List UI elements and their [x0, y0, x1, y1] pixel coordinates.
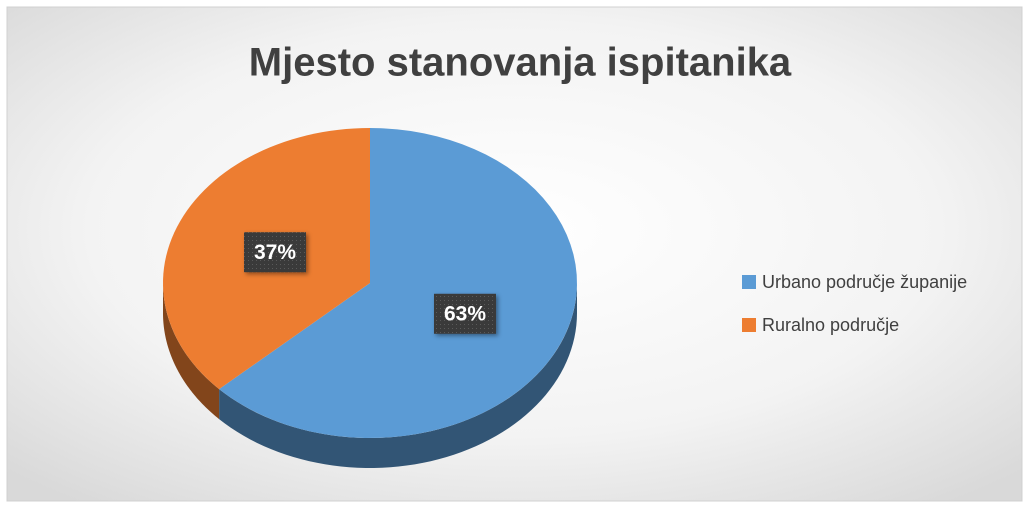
slice-side — [219, 283, 577, 468]
pie-slice — [219, 128, 577, 438]
legend-swatch — [742, 275, 756, 289]
data-label-box — [244, 232, 307, 273]
slice-side — [163, 283, 220, 420]
chart-title: Mjesto stanovanja ispitanika — [249, 41, 792, 85]
data-label-box — [433, 293, 496, 334]
data-label: 63% — [444, 302, 486, 325]
legend-label: Ruralno područje — [762, 315, 899, 335]
legend-label: Urbano područje županije — [762, 272, 967, 292]
data-label: 37% — [254, 241, 296, 264]
legend-swatch — [742, 318, 756, 332]
